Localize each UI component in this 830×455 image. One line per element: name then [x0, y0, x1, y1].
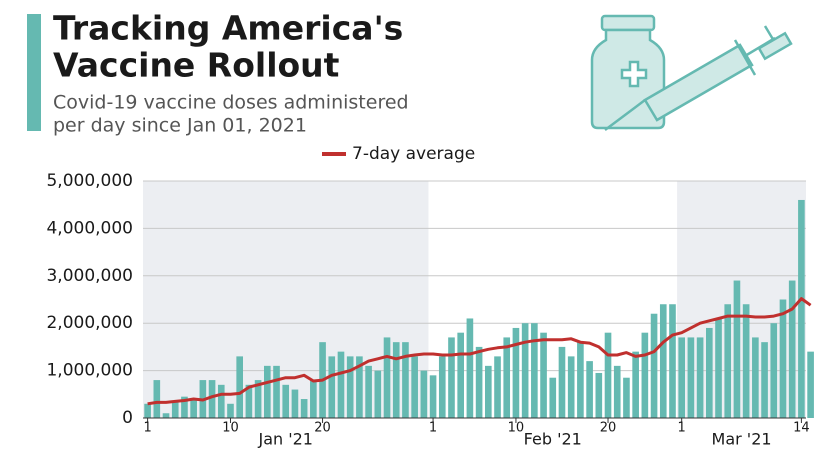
bar: [549, 378, 556, 418]
bar: [780, 300, 787, 419]
bar: [144, 404, 151, 418]
month-label: Mar '21: [712, 430, 772, 449]
bar: [347, 356, 354, 418]
x-tick-label: 10: [222, 421, 239, 436]
x-tick-label: 10: [508, 421, 525, 436]
x-tick-label: 20: [314, 421, 331, 436]
bar: [374, 371, 381, 418]
bar: [743, 304, 750, 418]
bar: [476, 347, 483, 418]
bar: [752, 337, 759, 418]
bar: [282, 385, 289, 418]
bar: [338, 352, 345, 418]
bar: [153, 380, 160, 418]
bar: [651, 314, 658, 418]
y-tick-label: 5,000,000: [46, 171, 133, 191]
bar: [273, 366, 280, 418]
bar: [264, 366, 271, 418]
bar: [770, 323, 777, 418]
bar: [439, 356, 446, 418]
bar: [384, 337, 391, 418]
bar: [697, 337, 704, 418]
bar: [190, 399, 197, 418]
bar: [623, 378, 630, 418]
bar: [328, 356, 335, 418]
x-tick-label: 1: [678, 421, 686, 436]
y-tick-label: 3,000,000: [46, 266, 133, 286]
bar: [761, 342, 768, 418]
bar: [669, 304, 676, 418]
chart-title: Tracking America's: [53, 9, 403, 48]
bar: [421, 371, 428, 418]
bar: [467, 318, 474, 418]
bar: [163, 413, 170, 418]
accent-bar: [27, 14, 41, 131]
bar: [503, 337, 510, 418]
bar: [227, 404, 234, 418]
chart: Tracking America's Vaccine Rollout Covid…: [0, 0, 830, 455]
bar: [789, 281, 796, 418]
bar: [393, 342, 400, 418]
bar: [660, 304, 667, 418]
bar: [605, 333, 612, 418]
x-tick-label: 14: [793, 421, 810, 436]
bar: [310, 380, 317, 418]
month-label: Jan '21: [257, 430, 313, 449]
x-tick-label: 1: [143, 421, 151, 436]
bar: [494, 356, 501, 418]
bar: [706, 328, 713, 418]
x-tick-label: 20: [600, 421, 617, 436]
chart-subtitle: per day since Jan 01, 2021: [53, 115, 307, 137]
legend-label: 7-day average: [352, 144, 475, 164]
bar: [595, 373, 602, 418]
bar: [448, 337, 455, 418]
bar: [365, 366, 372, 418]
bar: [642, 333, 649, 418]
bar: [568, 356, 575, 418]
chart-subtitle: Covid-19 vaccine doses administered: [53, 92, 409, 114]
bar: [522, 323, 529, 418]
bar: [559, 347, 566, 418]
bar: [798, 200, 805, 418]
bar: [218, 385, 225, 418]
bar: [678, 337, 685, 418]
bar: [411, 356, 418, 418]
bar: [172, 401, 179, 418]
y-tick-label: 1,000,000: [46, 361, 133, 381]
bar: [531, 323, 538, 418]
bar: [457, 333, 464, 418]
bar: [402, 342, 409, 418]
bar: [688, 337, 695, 418]
y-tick-label: 4,000,000: [46, 218, 133, 238]
bar: [301, 399, 308, 418]
bar: [540, 333, 547, 418]
vaccine-icon: [592, 16, 791, 130]
bar: [485, 366, 492, 418]
x-tick-label: 1: [429, 421, 437, 436]
month-shade: [677, 181, 806, 418]
bar: [513, 328, 520, 418]
bar: [430, 375, 437, 418]
bar: [577, 342, 584, 418]
bar: [586, 361, 593, 418]
y-tick-label: 2,000,000: [46, 313, 133, 333]
bar: [292, 390, 299, 418]
bar: [236, 356, 243, 418]
bar: [807, 352, 814, 418]
y-tick-label: 0: [122, 408, 133, 428]
bar: [734, 281, 741, 418]
chart-title: Vaccine Rollout: [53, 46, 340, 85]
bar: [724, 304, 731, 418]
month-label: Feb '21: [524, 430, 582, 449]
bar: [632, 352, 639, 418]
bar: [614, 366, 621, 418]
bar: [715, 318, 722, 418]
